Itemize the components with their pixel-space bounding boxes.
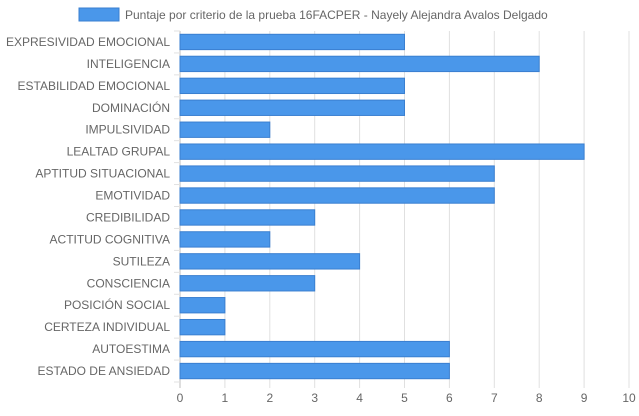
y-category-label: AUTOESTIMA <box>92 342 170 356</box>
legend-swatch[interactable] <box>78 7 120 22</box>
legend[interactable]: Puntaje por criterio de la prueba 16FACP… <box>78 7 548 22</box>
x-axis-labels: 0 1 2 3 4 5 6 7 8 9 10 <box>177 391 636 405</box>
bars <box>179 33 585 380</box>
x-tick-label: 4 <box>356 391 363 405</box>
y-axis-labels: EXPRESIVIDAD EMOCIONAL INTELIGENCIA ESTABI… <box>6 35 170 378</box>
x-tick-label: 2 <box>266 391 273 405</box>
y-category-label: LEALTAD GRUPAL <box>67 145 171 159</box>
x-tick-label: 6 <box>446 391 453 405</box>
y-category-label: INTELIGENCIA <box>87 57 170 71</box>
x-tick-label: 5 <box>401 391 408 405</box>
y-category-label: EXPRESIVIDAD EMOCIONAL <box>6 35 170 49</box>
y-category-label: CREDIBILIDAD <box>86 210 170 224</box>
x-tick-label: 9 <box>581 391 588 405</box>
bar[interactable] <box>179 77 405 95</box>
bar[interactable] <box>179 121 271 138</box>
y-category-label: ESTABILIDAD EMOCIONAL <box>18 79 171 93</box>
x-tick-label: 8 <box>536 391 543 405</box>
y-category-label: DOMINACIÓN <box>92 100 170 115</box>
bar[interactable] <box>179 275 316 292</box>
bar[interactable] <box>179 165 495 182</box>
y-category-label: ACTITUD COGNITIVA <box>50 232 170 246</box>
x-tick-label: 1 <box>222 391 229 405</box>
bar[interactable] <box>179 33 405 51</box>
bar[interactable] <box>179 253 361 270</box>
x-tick-label: 7 <box>491 391 498 405</box>
y-category-label: SUTILEZA <box>113 254 170 268</box>
bar[interactable] <box>179 362 450 380</box>
x-tick-label: 10 <box>622 391 636 405</box>
y-category-label: POSICIÓN SOCIAL <box>64 297 170 312</box>
y-category-label: CONSCIENCIA <box>87 276 170 290</box>
x-tick-label: 3 <box>311 391 318 405</box>
bar[interactable] <box>179 340 450 358</box>
bar[interactable] <box>179 187 495 204</box>
bar[interactable] <box>179 143 585 160</box>
legend-label[interactable]: Puntaje por criterio de la prueba 16FACP… <box>125 8 548 22</box>
y-category-label: ESTADO DE ANSIEDAD <box>38 364 171 378</box>
bar[interactable] <box>179 231 271 248</box>
bar[interactable] <box>179 99 405 116</box>
y-category-label: EMOTIVIDAD <box>95 189 170 203</box>
bar[interactable] <box>179 297 226 314</box>
x-tick-label: 0 <box>177 391 184 405</box>
y-category-label: CERTEZA INDIVIDUAL <box>44 320 170 334</box>
y-category-label: IMPULSIVIDAD <box>85 123 170 137</box>
bar[interactable] <box>179 209 316 226</box>
bar[interactable] <box>179 55 540 73</box>
y-category-label: APTITUD SITUACIONAL <box>35 167 170 181</box>
bar[interactable] <box>179 318 226 336</box>
